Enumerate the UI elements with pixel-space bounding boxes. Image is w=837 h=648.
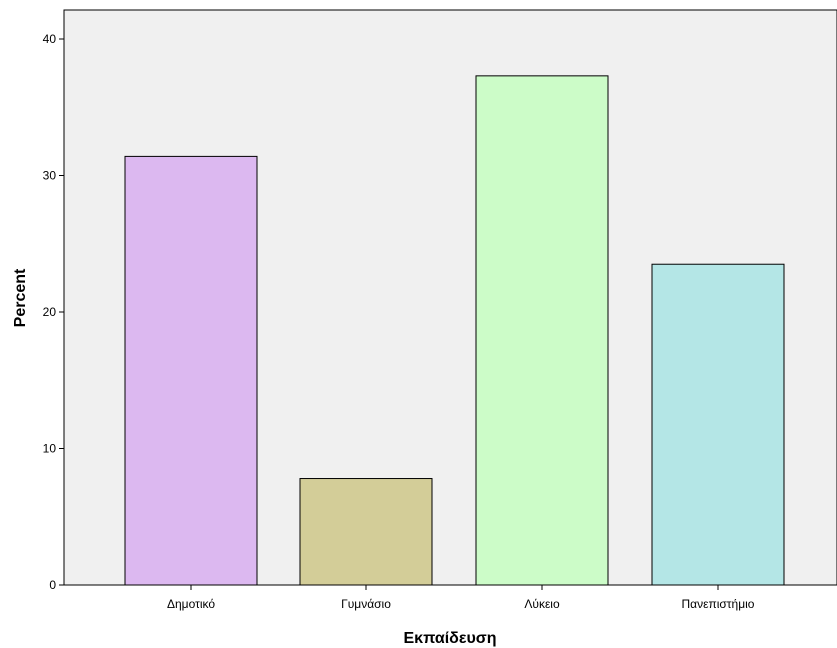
y-tick-label: 0 bbox=[49, 578, 56, 592]
bar bbox=[124, 155, 258, 586]
y-axis-ticks: 0 10 20 30 40 bbox=[43, 32, 64, 592]
x-tick-label: Γυμνάσιο bbox=[341, 597, 391, 611]
y-axis-title: Percent bbox=[12, 268, 29, 327]
x-tick-label: Πανεπιστήμιο bbox=[682, 597, 755, 611]
x-axis-ticks: Δημοτικό Γυμνάσιο Λύκειο Πανεπιστήμιο bbox=[167, 585, 755, 611]
y-tick-label: 10 bbox=[43, 442, 57, 456]
y-tick-label: 30 bbox=[43, 169, 57, 183]
x-tick-label: Λύκειο bbox=[524, 597, 560, 611]
bar bbox=[651, 263, 785, 586]
bar bbox=[299, 478, 433, 586]
x-axis-title: Εκπαίδευση bbox=[403, 630, 496, 647]
bars-group bbox=[124, 75, 785, 586]
y-tick-label: 40 bbox=[43, 32, 57, 46]
y-tick-label: 20 bbox=[43, 305, 57, 319]
x-tick-label: Δημοτικό bbox=[167, 597, 215, 611]
bar bbox=[475, 75, 609, 586]
